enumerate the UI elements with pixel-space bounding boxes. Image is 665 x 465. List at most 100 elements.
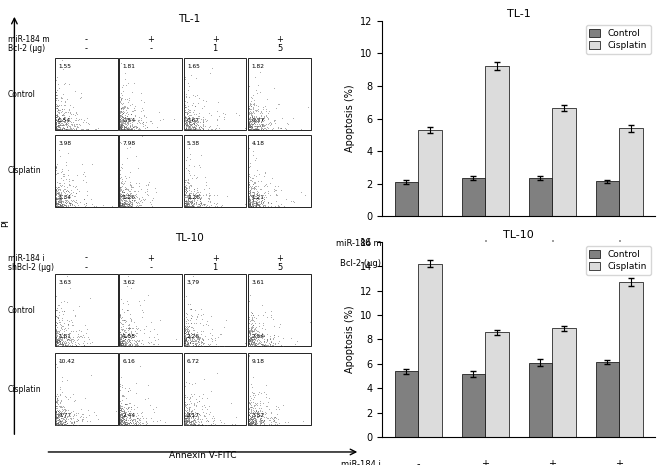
Point <box>189 199 200 206</box>
Point <box>123 272 134 279</box>
Point <box>193 188 203 196</box>
Point <box>185 202 196 210</box>
Point <box>247 124 258 131</box>
Point <box>262 123 273 131</box>
Point <box>219 110 230 118</box>
Point <box>245 420 256 428</box>
Point <box>257 416 267 424</box>
Point <box>55 331 65 339</box>
Point <box>53 314 63 321</box>
Point <box>51 414 61 422</box>
Point <box>121 200 132 208</box>
Point <box>189 111 200 118</box>
Point <box>194 419 204 426</box>
Point <box>137 336 148 344</box>
Point <box>58 176 68 184</box>
Point <box>190 336 201 343</box>
Point <box>53 421 63 428</box>
Point <box>245 418 256 425</box>
Point <box>196 338 206 345</box>
Point <box>182 110 192 118</box>
Point <box>182 330 193 338</box>
Point <box>243 197 254 205</box>
Point <box>203 403 214 410</box>
Point <box>115 198 126 206</box>
Point <box>181 292 192 299</box>
Point <box>190 198 201 205</box>
Point <box>286 198 297 205</box>
Point <box>180 342 190 349</box>
Point <box>247 413 257 421</box>
Point <box>116 190 126 198</box>
Point <box>245 409 256 417</box>
Point <box>195 201 205 208</box>
Point <box>120 342 131 349</box>
Point <box>62 419 72 427</box>
Point <box>51 333 61 341</box>
Point <box>62 414 72 421</box>
Point <box>130 192 140 199</box>
Text: miR-184 m: miR-184 m <box>336 239 381 248</box>
Point <box>245 202 256 210</box>
Point <box>207 331 217 339</box>
Point <box>53 108 63 116</box>
Point <box>180 421 190 428</box>
Point <box>184 334 194 342</box>
Point <box>186 187 196 195</box>
Point <box>52 126 63 133</box>
Point <box>211 116 222 124</box>
Point <box>196 327 206 335</box>
Point <box>255 88 266 95</box>
Point <box>183 329 194 337</box>
Point <box>196 193 207 200</box>
Point <box>51 164 61 171</box>
Point <box>117 179 128 187</box>
Point <box>243 199 254 206</box>
Point <box>188 324 198 332</box>
Point <box>125 413 136 420</box>
Point <box>183 195 194 202</box>
Point <box>114 421 125 428</box>
Point <box>120 197 131 205</box>
Point <box>115 201 126 208</box>
Point <box>251 126 261 133</box>
Point <box>271 186 281 194</box>
Point <box>203 418 214 425</box>
Point <box>124 124 135 131</box>
Point <box>245 109 256 116</box>
Point <box>63 342 73 349</box>
Point <box>116 107 126 115</box>
Point <box>246 417 257 425</box>
Point <box>180 341 191 349</box>
Point <box>118 341 128 348</box>
Point <box>115 174 126 182</box>
Point <box>194 340 204 347</box>
Point <box>52 101 63 108</box>
Point <box>180 202 190 210</box>
Point <box>114 123 125 131</box>
Point <box>80 202 91 209</box>
Point <box>189 199 200 206</box>
Point <box>243 195 254 203</box>
Point <box>272 421 283 428</box>
Point <box>57 420 68 427</box>
Point <box>53 200 64 207</box>
Point <box>181 125 192 133</box>
Point <box>61 121 71 128</box>
Point <box>249 113 259 120</box>
Point <box>57 339 67 346</box>
Point <box>67 176 78 184</box>
Point <box>289 340 300 348</box>
Point <box>54 312 65 319</box>
Point <box>201 117 212 124</box>
Point <box>87 339 98 346</box>
Point <box>243 104 254 112</box>
Point <box>249 199 259 207</box>
Point <box>55 420 66 427</box>
Point <box>196 338 207 345</box>
Point <box>124 412 134 419</box>
Point <box>269 331 280 339</box>
Point <box>251 119 261 126</box>
Point <box>59 420 70 427</box>
Point <box>254 417 265 425</box>
